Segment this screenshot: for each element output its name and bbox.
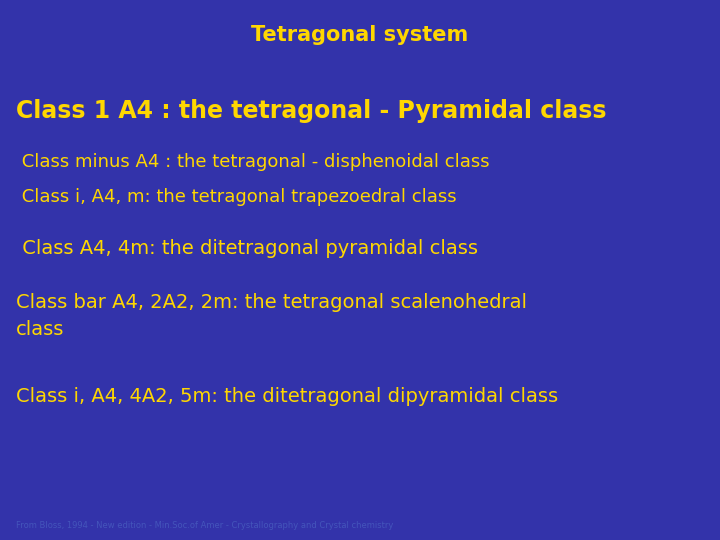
Text: From Bloss, 1994 - New edition - Min.Soc.of Amer - Crystallography and Crystal c: From Bloss, 1994 - New edition - Min.Soc… (16, 521, 393, 530)
Text: Class bar A4, 2A2, 2m: the tetragonal scalenohedral
class: Class bar A4, 2A2, 2m: the tetragonal sc… (16, 293, 527, 339)
Text: Class minus A4 : the tetragonal - disphenoidal class: Class minus A4 : the tetragonal - disphe… (16, 153, 490, 171)
Text: Tetragonal system: Tetragonal system (251, 25, 469, 45)
Text: Class i, A4, 4A2, 5m: the ditetragonal dipyramidal class: Class i, A4, 4A2, 5m: the ditetragonal d… (16, 387, 558, 407)
Text: Class 1 A4 : the tetragonal - Pyramidal class: Class 1 A4 : the tetragonal - Pyramidal … (16, 99, 606, 123)
Text: Class i, A4, m: the tetragonal trapezoedral class: Class i, A4, m: the tetragonal trapezoed… (16, 187, 456, 206)
Text: Class A4, 4m: the ditetragonal pyramidal class: Class A4, 4m: the ditetragonal pyramidal… (16, 239, 478, 258)
